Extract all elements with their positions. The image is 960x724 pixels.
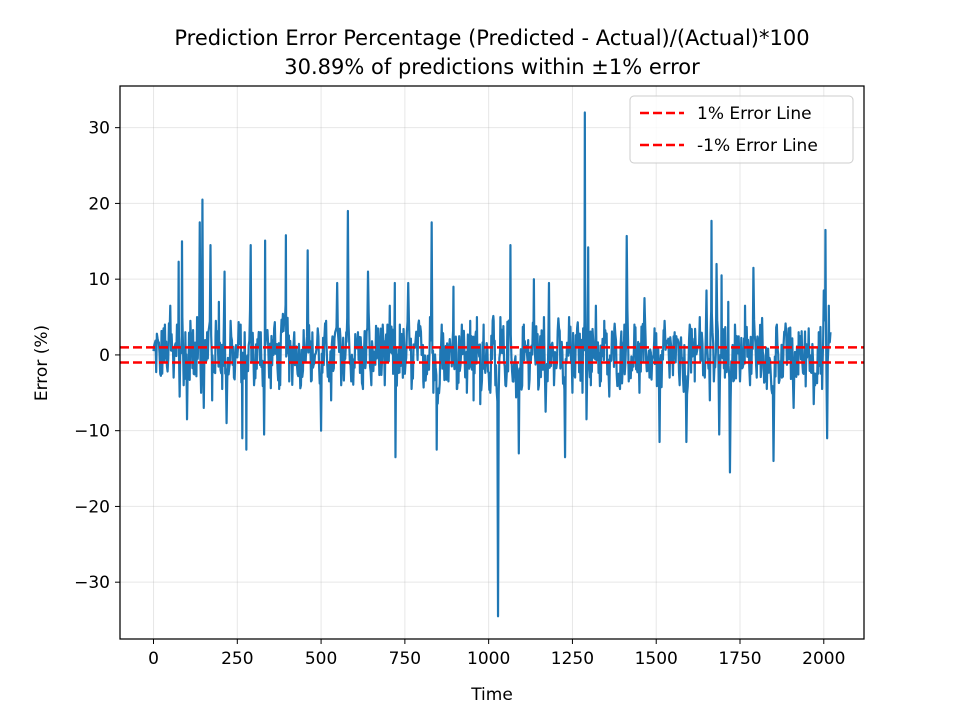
- x-tick-label: 1000: [467, 649, 510, 669]
- legend-box: [629, 95, 854, 164]
- chart-subtitle: 30.89% of predictions within ±1% error: [284, 55, 700, 79]
- y-tick-label: 10: [88, 270, 110, 290]
- grid-layer: [120, 86, 864, 639]
- y-tick-label: −30: [74, 573, 110, 593]
- y-tick-label: −20: [74, 497, 110, 517]
- x-tick-label: 1750: [718, 649, 761, 669]
- legend-label-1pct: 1% Error Line: [697, 104, 812, 124]
- chart-title: Prediction Error Percentage (Predicted -…: [174, 26, 809, 50]
- x-tick-label: 2000: [802, 649, 845, 669]
- x-tick-label: 250: [221, 649, 253, 669]
- x-axis-label: Time: [470, 685, 513, 705]
- x-tick-label: 500: [305, 649, 337, 669]
- y-tick-label: −10: [74, 422, 110, 442]
- plot-frame: [119, 85, 865, 640]
- legend-label-minus-1pct: -1% Error Line: [697, 136, 818, 156]
- y-tick-label: 0: [99, 346, 110, 366]
- legend: 1% Error Line -1% Error Line: [629, 95, 854, 164]
- y-tick-label: 20: [88, 194, 110, 214]
- error-series-line: [152, 111, 832, 618]
- x-tick-label: 1250: [551, 649, 594, 669]
- tick-layer: 0 250 500 750 1000 1250 1500 1750 2000 −30 −20 −10 0…: [74, 119, 845, 669]
- x-tick-label: 0: [148, 649, 159, 669]
- x-tick-label: 1500: [635, 649, 678, 669]
- y-tick-label: 30: [88, 119, 110, 139]
- y-axis-label: Error (%): [32, 325, 52, 401]
- x-tick-label: 750: [389, 649, 421, 669]
- data-layer: [120, 111, 864, 618]
